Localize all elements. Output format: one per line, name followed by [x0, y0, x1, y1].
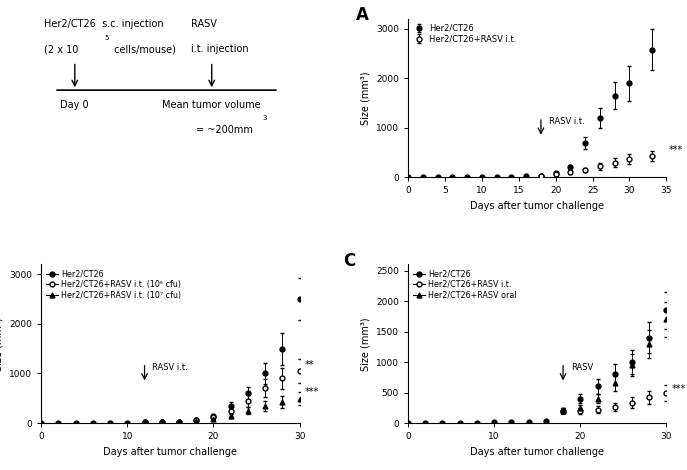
Text: RASV: RASV: [571, 363, 593, 372]
Text: 5: 5: [104, 35, 109, 40]
Y-axis label: Size (mm³): Size (mm³): [0, 317, 3, 370]
Text: RASV i.t.: RASV i.t.: [153, 363, 188, 372]
X-axis label: Days after tumor challenge: Days after tumor challenge: [103, 446, 238, 456]
Text: Mean tumor volume: Mean tumor volume: [162, 100, 261, 110]
Y-axis label: Size (mm³): Size (mm³): [361, 317, 370, 370]
Text: RASV: RASV: [191, 19, 217, 29]
Text: C: C: [344, 252, 356, 270]
X-axis label: Days after tumor challenge: Days after tumor challenge: [470, 201, 605, 211]
Legend: Her2/CT26, Her2/CT26+RASV i.t., Her2/CT26+RASV oral: Her2/CT26, Her2/CT26+RASV i.t., Her2/CT2…: [412, 268, 517, 300]
Text: A: A: [357, 6, 370, 24]
Legend: Her2/CT26, Her2/CT26+RASV i.t.: Her2/CT26, Her2/CT26+RASV i.t.: [412, 23, 517, 44]
Text: ***: ***: [672, 384, 686, 394]
Text: cells/mouse): cells/mouse): [111, 44, 176, 54]
Text: RASV i.t.: RASV i.t.: [549, 117, 585, 126]
Legend: Her2/CT26, Her2/CT26+RASV i.t. (10⁵ cfu), Her2/CT26+RASV i.t. (10⁷ cfu): Her2/CT26, Her2/CT26+RASV i.t. (10⁵ cfu)…: [45, 268, 182, 300]
Text: Day 0: Day 0: [60, 100, 89, 110]
Text: (2 x 10: (2 x 10: [44, 44, 78, 54]
Text: i.t. injection: i.t. injection: [191, 44, 249, 54]
Text: ***: ***: [305, 387, 319, 397]
Text: Her2/CT26  s.c. injection: Her2/CT26 s.c. injection: [44, 19, 164, 29]
Text: 3: 3: [262, 116, 267, 121]
Y-axis label: Size (mm³): Size (mm³): [361, 71, 370, 125]
Text: ***: ***: [669, 145, 684, 155]
Text: = ~200mm: = ~200mm: [196, 125, 253, 135]
X-axis label: Days after tumor challenge: Days after tumor challenge: [470, 446, 605, 456]
Text: **: **: [305, 360, 314, 370]
